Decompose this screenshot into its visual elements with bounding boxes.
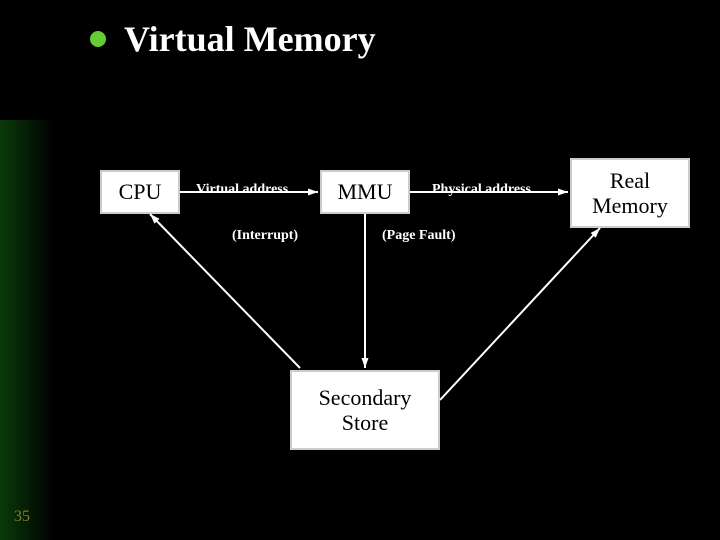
interrupt-label: (Interrupt) bbox=[232, 228, 298, 244]
cpu-node: CPU bbox=[100, 170, 180, 214]
mmu-node: MMU bbox=[320, 170, 410, 214]
real-memory-node: Real Memory bbox=[570, 158, 690, 228]
store-to-realmem bbox=[440, 228, 600, 400]
physical-address-label: Physical address bbox=[432, 182, 531, 198]
real-memory-label: Real Memory bbox=[592, 168, 668, 219]
slide: Virtual Memory CPU MMU Real Memory Secon… bbox=[0, 0, 720, 540]
title-area: Virtual Memory bbox=[90, 18, 376, 60]
virtual-address-label: Virtual address bbox=[196, 182, 288, 198]
slide-number: 35 bbox=[14, 508, 30, 526]
arrows-layer bbox=[0, 0, 720, 540]
mmu-to-store bbox=[362, 214, 369, 368]
slide-title: Virtual Memory bbox=[124, 19, 376, 59]
bullet-icon bbox=[90, 31, 106, 47]
page-fault-label: (Page Fault) bbox=[382, 228, 455, 244]
mmu-label: MMU bbox=[337, 179, 392, 204]
cpu-label: CPU bbox=[119, 179, 162, 204]
secondary-store-node: Secondary Store bbox=[290, 370, 440, 450]
accent-band bbox=[0, 120, 54, 540]
secondary-store-label: Secondary Store bbox=[319, 385, 412, 436]
